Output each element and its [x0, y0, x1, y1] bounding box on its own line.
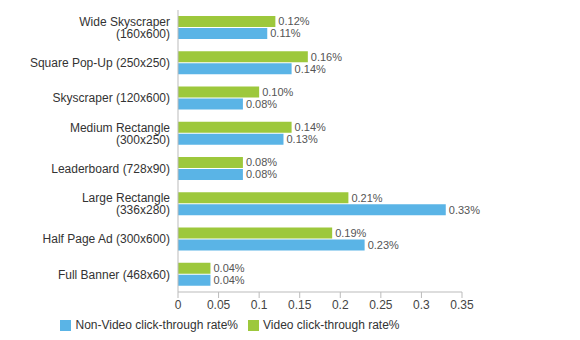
svg-text:0.10%: 0.10%: [262, 86, 293, 98]
svg-text:0.33%: 0.33%: [449, 204, 480, 216]
svg-text:0.08%: 0.08%: [246, 168, 277, 180]
html-text:Video click-through rate%: Video click-through rate%: [263, 318, 400, 332]
svg-text:Full Banner (468x60): Full Banner (468x60): [58, 268, 170, 282]
svg-text:Large Rectangle(336x280): Large Rectangle(336x280): [82, 191, 170, 217]
svg-text:0.08%: 0.08%: [246, 156, 277, 168]
svg-text:Wide Skyscraper(160x600): Wide Skyscraper(160x600): [79, 15, 170, 41]
svg-text:0.05: 0.05: [207, 298, 231, 312]
svg-text:0.04%: 0.04%: [213, 274, 244, 286]
svg-text:0.11%: 0.11%: [270, 27, 301, 39]
svg-text:0.15: 0.15: [288, 298, 312, 312]
svg-text:Leaderboard (728x90): Leaderboard (728x90): [51, 162, 170, 176]
svg-text:Skyscraper (120x600): Skyscraper (120x600): [53, 91, 170, 105]
svg-text:0.25: 0.25: [369, 298, 393, 312]
html-text:Non-Video click-through rate%: Non-Video click-through rate%: [75, 318, 238, 332]
svg-text:0.14%: 0.14%: [295, 63, 326, 75]
svg-text:0.3: 0.3: [413, 298, 430, 312]
svg-text:0.35: 0.35: [450, 298, 474, 312]
svg-text:Square Pop-Up (250x250): Square Pop-Up (250x250): [30, 56, 170, 70]
svg-text:0.19%: 0.19%: [335, 227, 366, 239]
svg-text:0.08%: 0.08%: [246, 98, 277, 110]
svg-text:0.2: 0.2: [332, 298, 349, 312]
svg-text:Half Page Ad (300x600): Half Page Ad (300x600): [43, 232, 170, 246]
svg-text:Medium Rectangle(300x250): Medium Rectangle(300x250): [70, 121, 170, 147]
svg-text:0.23%: 0.23%: [368, 239, 399, 251]
svg-text:0.14%: 0.14%: [295, 121, 326, 133]
svg-text:0.12%: 0.12%: [278, 15, 309, 27]
svg-text:0.21%: 0.21%: [351, 192, 382, 204]
svg-text:0: 0: [175, 298, 182, 312]
svg-text:0.1: 0.1: [251, 298, 268, 312]
svg-text:0.04%: 0.04%: [213, 262, 244, 274]
svg-text:0.13%: 0.13%: [286, 133, 317, 145]
svg-text:0.16%: 0.16%: [311, 51, 342, 63]
